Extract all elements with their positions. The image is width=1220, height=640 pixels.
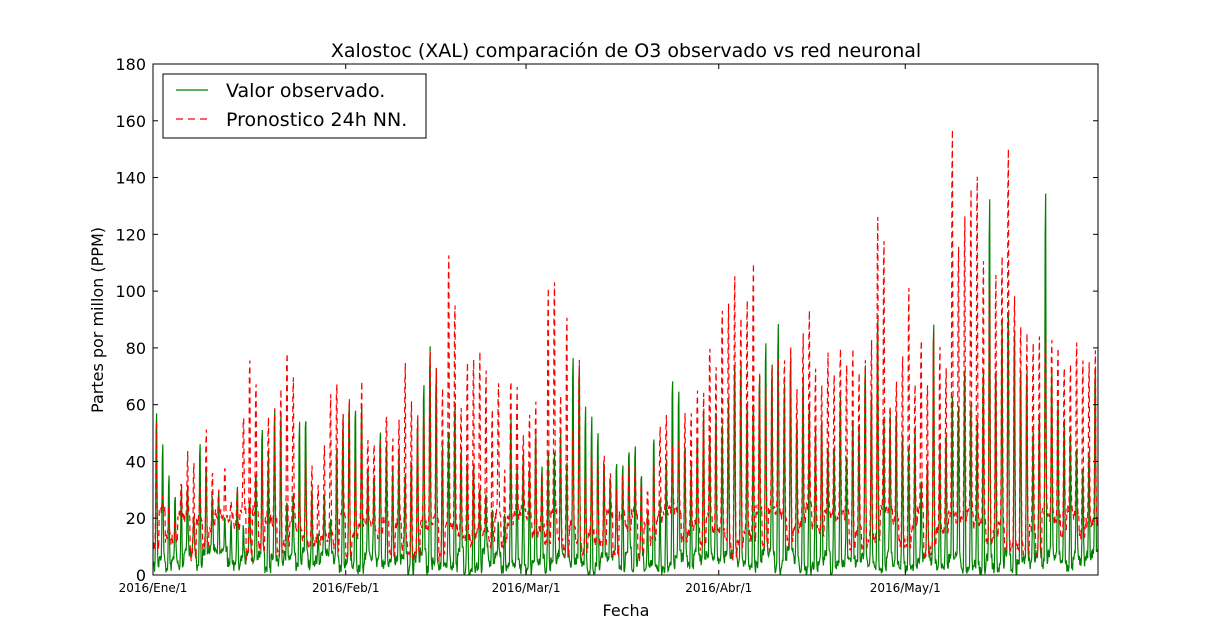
x-axis-label: Fecha (603, 601, 650, 620)
x-tick-label: 2016/May/1 (870, 581, 941, 595)
plot-frame (152, 63, 1099, 576)
x-tick-label: 2016/Feb/1 (312, 581, 380, 595)
x-tick-label: 2016/Mar/1 (492, 581, 561, 595)
y-tick-label: 180 (115, 55, 146, 74)
y-axis-label: Partes por millon (PPM) (88, 227, 107, 413)
y-tick-label: 60 (126, 396, 146, 415)
legend: Valor observado. Pronostico 24h NN. (162, 73, 427, 139)
x-axis: 2016/Ene/1 2016/Feb/1 2016/Mar/1 2016/Abr/1… (119, 64, 941, 595)
legend-label-forecast: Pronostico 24h NN. (226, 109, 407, 131)
y-axis: 0 20 40 60 80 100 120 140 160 180 (115, 55, 1098, 585)
y-tick-label: 20 (126, 509, 146, 528)
y-tick-label: 40 (126, 452, 146, 471)
y-tick-label: 160 (115, 112, 146, 131)
legend-label-observed: Valor observado. (226, 80, 385, 102)
x-tick-label: 2016/Ene/1 (119, 581, 188, 595)
series-layer (153, 129, 1098, 575)
x-tick-label: 2016/Abr/1 (685, 581, 752, 595)
plot-area (152, 63, 1099, 576)
y-tick-label: 0 (136, 566, 146, 585)
y-tick-label: 80 (126, 339, 146, 358)
chart-title: Xalostoc (XAL) comparación de O3 observa… (331, 40, 921, 62)
series-forecast-line (153, 129, 1098, 562)
y-tick-label: 120 (115, 225, 146, 244)
y-tick-label: 140 (115, 169, 146, 188)
legend-box (162, 73, 427, 139)
y-tick-label: 100 (115, 282, 146, 301)
